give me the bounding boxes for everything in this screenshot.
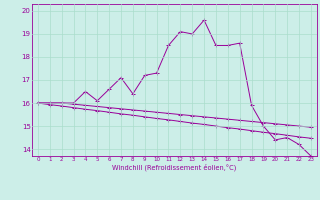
X-axis label: Windchill (Refroidissement éolien,°C): Windchill (Refroidissement éolien,°C) xyxy=(112,164,236,171)
